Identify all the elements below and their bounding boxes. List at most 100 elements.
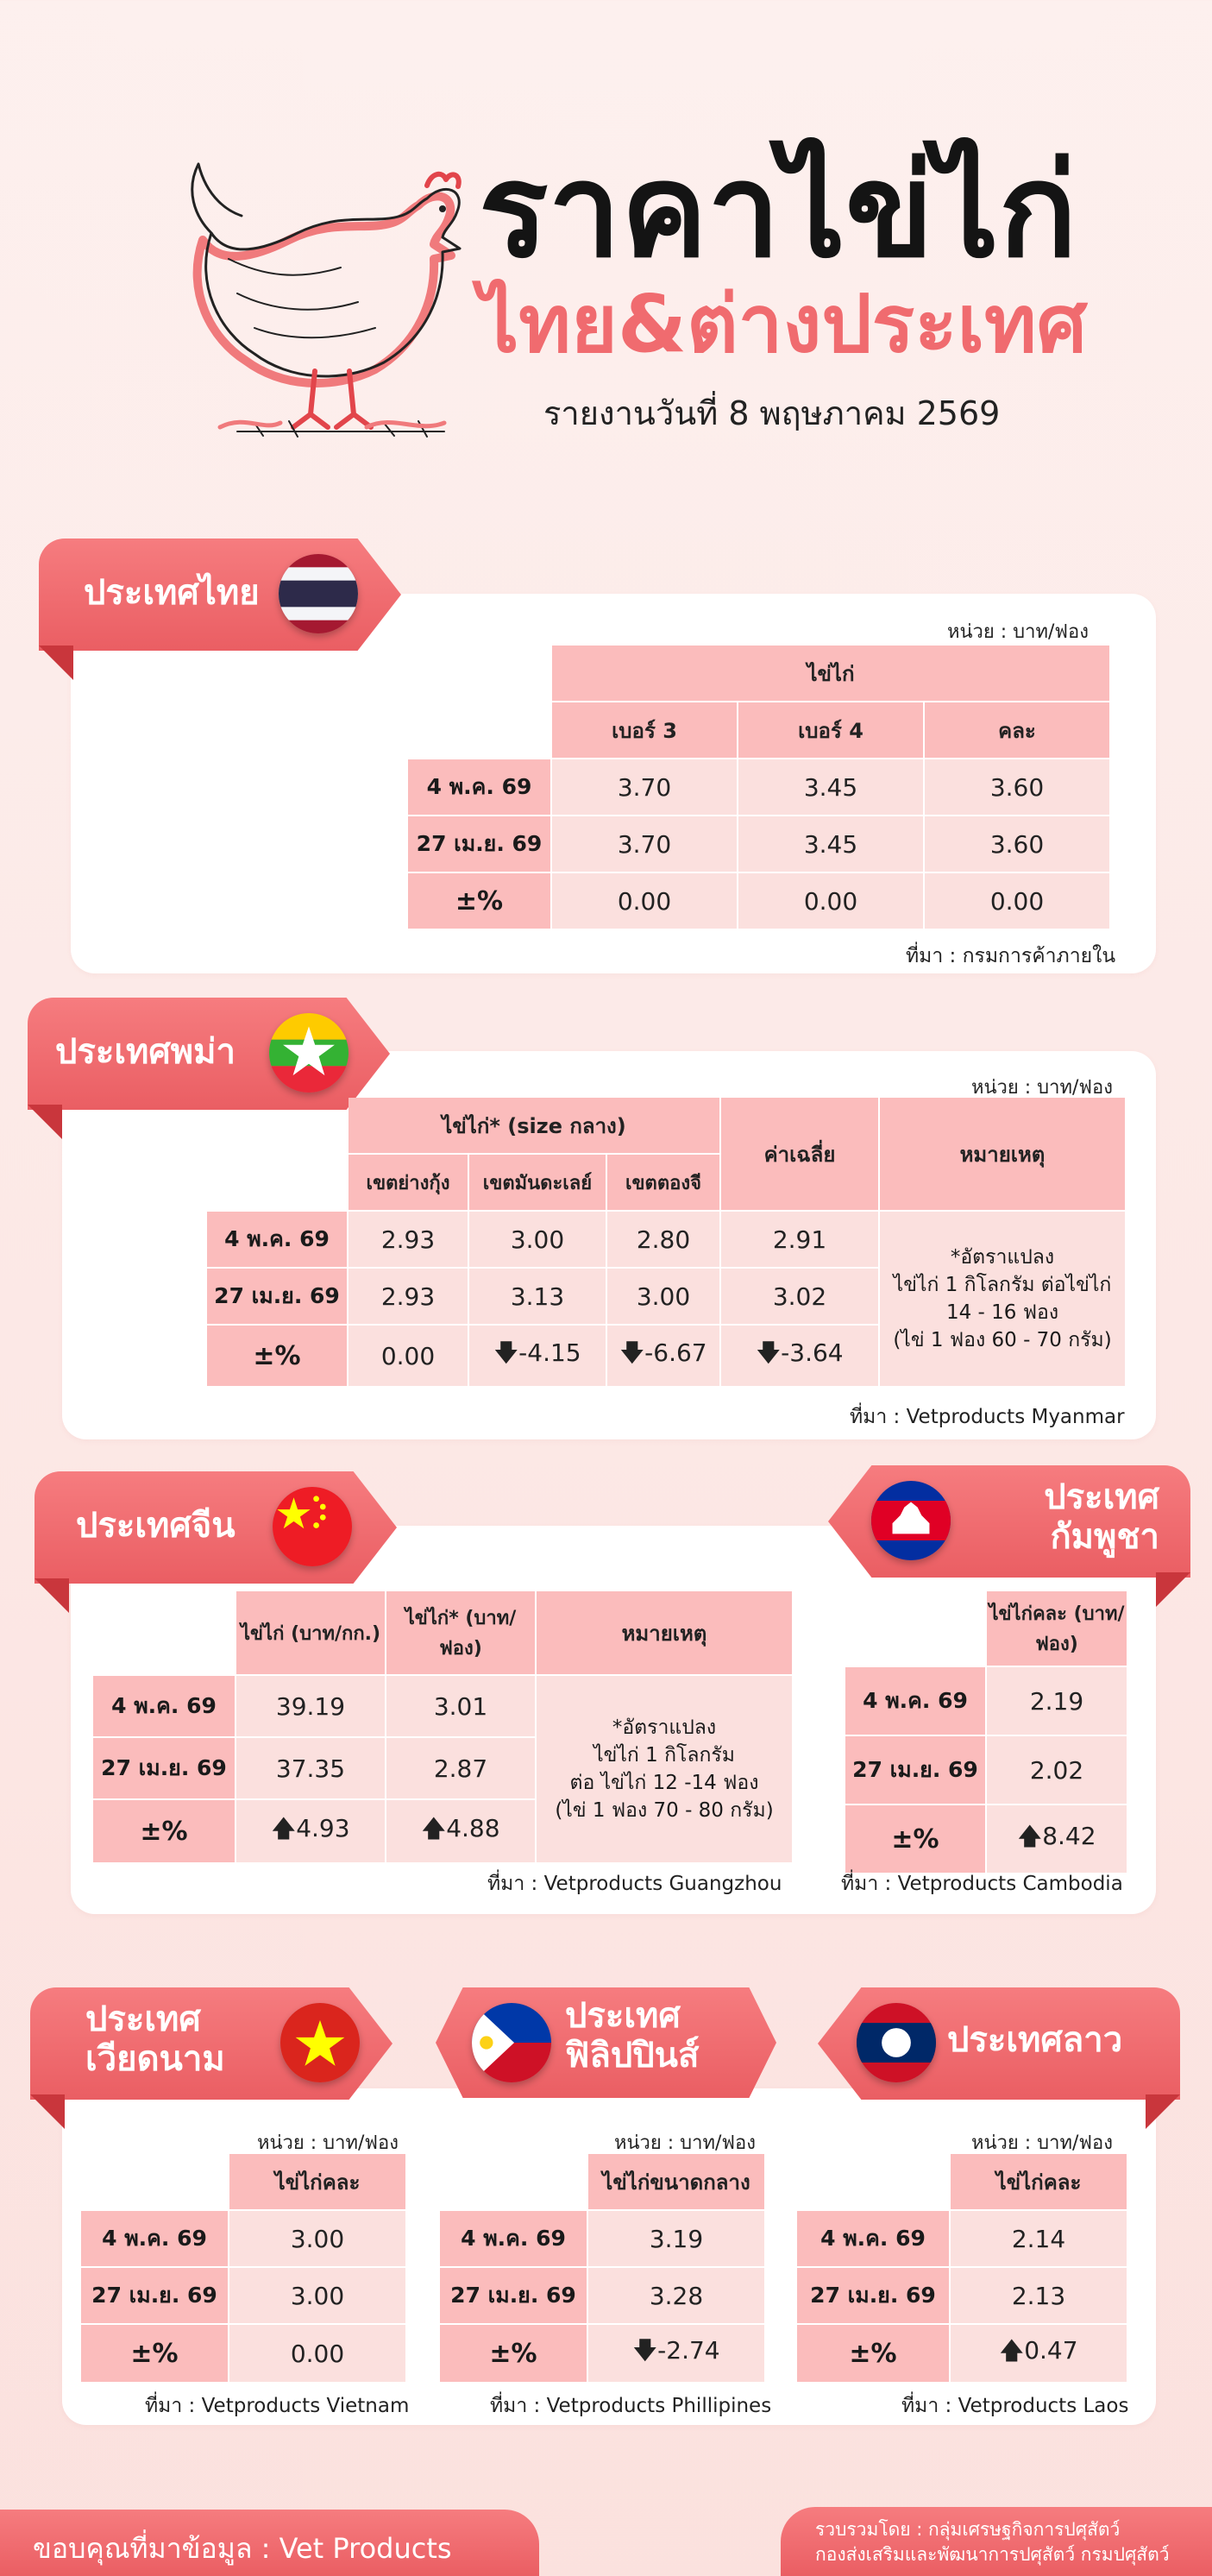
note-line: (ไข่ 1 ฟอง 60 - 70 กรัม) xyxy=(893,1329,1112,1352)
laos-ribbon: ประเทศลาว xyxy=(818,1987,1180,2129)
vietnam-ribbon: ประเทศ เวียดนาม xyxy=(30,1987,392,2129)
row-label: 27 เม.ย. 69 xyxy=(845,1736,985,1804)
change-cell-down: 🡇-3.64 xyxy=(721,1326,878,1386)
laos-unit: หน่วย : บาท/ฟอง xyxy=(971,2132,1113,2154)
philippines-source: ที่มา : Vetproducts Phillipines xyxy=(490,2395,772,2417)
thailand-group-header: ไข่ไก่ xyxy=(552,646,1109,701)
price-cell: 3.00 xyxy=(469,1212,606,1267)
myanmar-col-header: เขตตองจี xyxy=(607,1155,719,1210)
price-cell: 3.19 xyxy=(588,2211,764,2266)
cambodia-title-line: ประเทศ xyxy=(1044,1477,1159,1517)
arrow-down-icon: 🡇 xyxy=(756,1338,782,1367)
myanmar-unit: หน่วย : บาท/ฟอง xyxy=(971,1077,1113,1099)
laos-table: ไข่ไก่คละ 4 พ.ค. 69 2.14 27 เม.ย. 69 2.1… xyxy=(795,2152,1128,2384)
note-line: 14 - 16 ฟอง xyxy=(945,1301,1059,1324)
row-label: 27 เม.ย. 69 xyxy=(440,2268,587,2323)
philippines-title: ประเทศ ฟิลิปปินส์ xyxy=(565,1996,699,2075)
change-value: 8.42 xyxy=(1042,1822,1096,1850)
main-title: ราคาไข่ไก่ xyxy=(479,136,1077,287)
row-label: 27 เม.ย. 69 xyxy=(207,1269,347,1324)
row-label: 27 เม.ย. 69 xyxy=(797,2268,949,2323)
footer-thanks: ขอบคุณที่มาข้อมูล : Vet Products Group xyxy=(0,2510,539,2576)
row-label: 4 พ.ค. 69 xyxy=(93,1676,235,1736)
laos-col-header: ไข่ไก่คละ xyxy=(951,2154,1127,2209)
china-table: ไข่ไก่ (บาท/กก.) ไข่ไก่* (บาท/ฟอง) หมายเ… xyxy=(91,1590,794,1864)
change-value: 4.88 xyxy=(446,1814,500,1842)
change-cell: 0.00 xyxy=(738,873,923,929)
change-cell-up: 🡅0.47 xyxy=(951,2325,1127,2382)
row-label: 27 เม.ย. 69 xyxy=(93,1738,235,1798)
cambodia-col-header: ไข่ไก่คละ (บาท/ฟอง) xyxy=(987,1591,1127,1666)
price-cell: 2.93 xyxy=(349,1269,468,1324)
footer-compiled-line: รวบรวมโดย : กลุ่มเศรษฐกิจการปศุสัตว์ xyxy=(815,2519,1121,2540)
thailand-flag-icon xyxy=(279,554,358,633)
price-cell: 2.13 xyxy=(951,2268,1127,2323)
myanmar-ribbon: ประเทศพม่า xyxy=(28,998,390,1139)
change-value: -4.15 xyxy=(518,1338,581,1367)
note-line: *อัตราแปลง xyxy=(612,1716,717,1739)
row-label: 4 พ.ค. 69 xyxy=(207,1212,347,1267)
vietnam-col-header: ไข่ไก่คละ xyxy=(229,2154,405,2209)
thailand-table: ไข่ไก่ เบอร์ 3 เบอร์ 4 คละ 4 พ.ค. 69 3.7… xyxy=(406,644,1111,930)
arrow-up-icon: 🡅 xyxy=(1017,1822,1043,1850)
price-cell: 39.19 xyxy=(236,1676,385,1736)
note-line: *อัตราแปลง xyxy=(950,1245,1055,1269)
price-cell: 2.19 xyxy=(987,1667,1127,1735)
china-col-header: ไข่ไก่ (บาท/กก.) xyxy=(236,1591,385,1674)
row-label: 4 พ.ค. 69 xyxy=(81,2211,228,2266)
row-label: ±% xyxy=(81,2325,228,2382)
price-cell: 2.93 xyxy=(349,1212,468,1267)
myanmar-note: *อัตราแปลง ไข่ไก่ 1 กิโลกรัม ต่อไข่ไก่ 1… xyxy=(880,1212,1125,1386)
myanmar-flag-icon xyxy=(269,1013,349,1093)
row-label: 4 พ.ค. 69 xyxy=(845,1667,985,1735)
arrow-down-icon: 🡇 xyxy=(493,1338,519,1367)
report-date: รายงานวันที่ 8 พฤษภาคม 2569 xyxy=(543,394,1001,432)
vietnam-table: ไข่ไก่คละ 4 พ.ค. 69 3.00 27 เม.ย. 69 3.0… xyxy=(79,2152,407,2384)
vietnam-title-line: เวียดนาม xyxy=(85,2039,225,2079)
row-label: 4 พ.ค. 69 xyxy=(440,2211,587,2266)
change-cell-down: 🡇-2.74 xyxy=(588,2325,764,2382)
cambodia-ribbon: ประเทศ กัมพูชา xyxy=(828,1465,1190,1607)
cambodia-source: ที่มา : Vetproducts Cambodia xyxy=(841,1873,1123,1895)
myanmar-table: ไข่ไก่* (size กลาง) ค่าเฉลี่ย หมายเหตุ เ… xyxy=(205,1096,1127,1388)
thailand-col-header: คละ xyxy=(925,702,1109,758)
philippines-flag-icon xyxy=(472,2003,551,2082)
change-cell: 0.00 xyxy=(349,1326,468,1386)
row-label: ±% xyxy=(797,2325,949,2382)
price-cell: 3.00 xyxy=(229,2268,405,2323)
vietnam-flag-icon xyxy=(280,2003,360,2082)
price-cell: 3.60 xyxy=(925,759,1109,815)
change-value: 0.47 xyxy=(1024,2336,1078,2365)
arrow-down-icon: 🡇 xyxy=(619,1338,645,1367)
vietnam-source: ที่มา : Vetproducts Vietnam xyxy=(145,2395,410,2417)
change-value: -2.74 xyxy=(657,2336,720,2365)
vietnam-unit: หน่วย : บาท/ฟอง xyxy=(257,2132,399,2154)
price-cell: 3.60 xyxy=(925,816,1109,872)
price-cell: 3.13 xyxy=(469,1269,606,1324)
footer-compiled: รวบรวมโดย : กลุ่มเศรษฐกิจการปศุสัตว์ กอง… xyxy=(781,2507,1212,2576)
price-cell: 3.70 xyxy=(552,816,737,872)
note-line: (ไข่ 1 ฟอง 70 - 80 กรัม) xyxy=(555,1799,774,1823)
philippines-table: ไข่ไก่ขนาดกลาง 4 พ.ค. 69 3.19 27 เม.ย. 6… xyxy=(438,2152,766,2384)
myanmar-title: ประเทศพม่า xyxy=(55,1032,235,1072)
note-line: ไข่ไก่ 1 กิโลกรัม xyxy=(593,1743,735,1767)
change-cell-up: 🡅4.88 xyxy=(386,1800,535,1862)
price-cell: 3.00 xyxy=(229,2211,405,2266)
myanmar-note-header: หมายเหตุ xyxy=(880,1098,1125,1210)
philippines-unit: หน่วย : บาท/ฟอง xyxy=(614,2132,756,2154)
myanmar-avg-header: ค่าเฉลี่ย xyxy=(721,1098,878,1210)
change-value: 4.93 xyxy=(296,1814,350,1842)
thailand-title: ประเทศไทย xyxy=(84,573,260,613)
myanmar-source: ที่มา : Vetproducts Myanmar xyxy=(850,1406,1125,1428)
cambodia-title: ประเทศ กัมพูชา xyxy=(1044,1477,1159,1557)
price-cell: 3.01 xyxy=(386,1676,535,1736)
change-cell-down: 🡇-4.15 xyxy=(469,1326,606,1386)
main-subtitle: ไทย&ต่างประเทศ xyxy=(479,278,1088,370)
thailand-col-header: เบอร์ 3 xyxy=(552,702,737,758)
thailand-ribbon: ประเทศไทย xyxy=(39,539,401,680)
price-cell: 2.80 xyxy=(607,1212,719,1267)
price-cell: 3.45 xyxy=(738,816,923,872)
laos-source: ที่มา : Vetproducts Laos xyxy=(901,2395,1129,2417)
china-source: ที่มา : Vetproducts Guangzhou xyxy=(487,1873,782,1895)
myanmar-col-header: เขตมันดะเลย์ xyxy=(469,1155,606,1210)
